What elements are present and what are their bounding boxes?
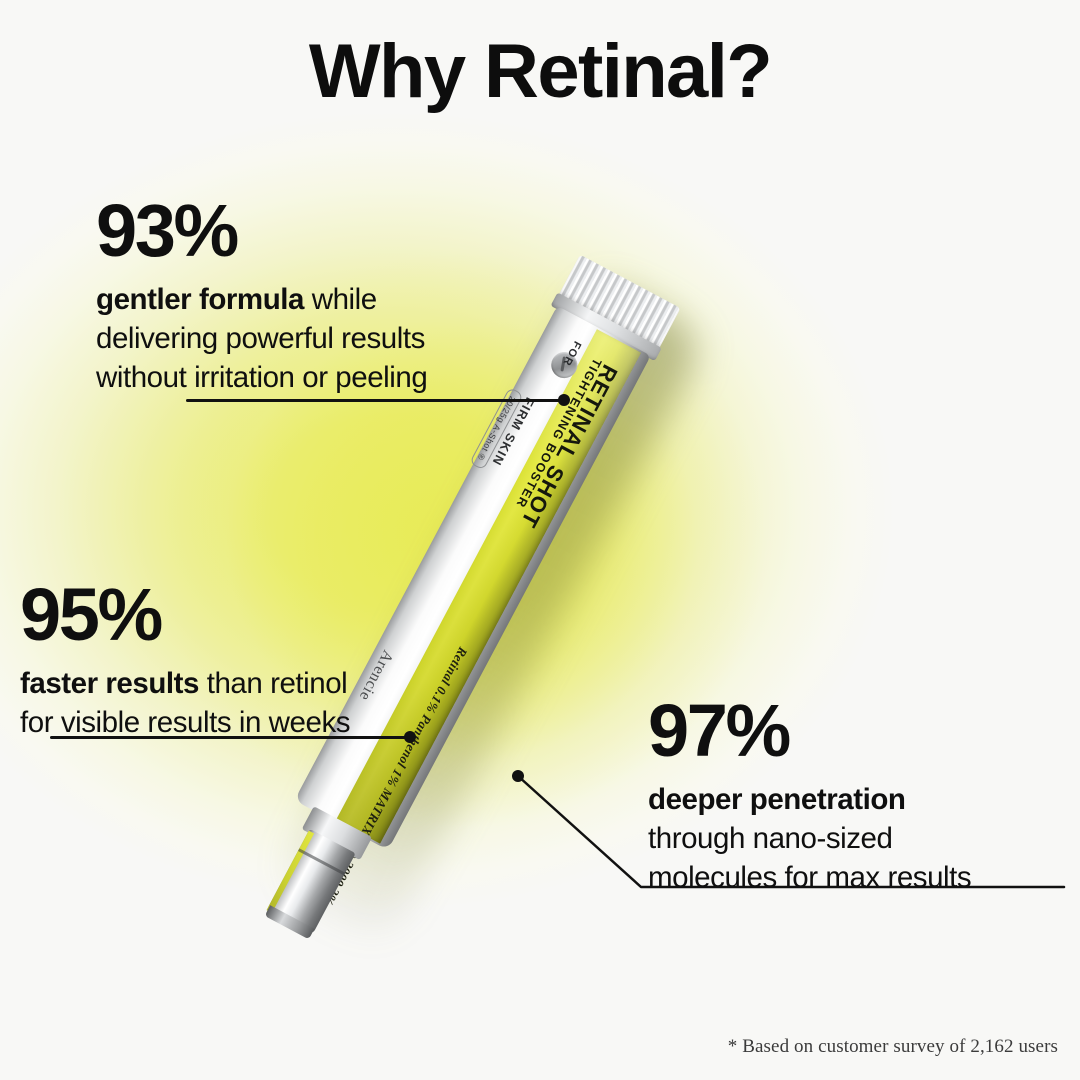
stat-lead-97: deeper penetration <box>648 783 906 816</box>
leader-line-95 <box>50 729 425 749</box>
stat-description-93: gentler formula while delivering powerfu… <box>96 280 596 398</box>
stat-block-97: 97% deeper penetration through nano-size… <box>648 694 1068 898</box>
footnote-text: * Based on customer survey of 2,162 user… <box>727 1036 1058 1057</box>
stat-lead-93: gentler formula <box>96 283 304 316</box>
tube-nozzle <box>266 828 356 935</box>
stat-rest-97: through nano-sized molecules for max res… <box>648 822 972 895</box>
tube-nozzle-ring <box>298 848 346 876</box>
stat-description-97: deeper penetration through nano-sized mo… <box>648 780 1068 898</box>
stat-percent-97: 97% <box>648 689 791 772</box>
stat-block-95: 95% faster results than retinol for visi… <box>20 578 490 742</box>
leader-dot <box>404 731 416 743</box>
leader-line-segment <box>50 736 412 739</box>
leader-line-93 <box>186 392 576 412</box>
page-title: Why Retinal? <box>308 29 773 114</box>
leader-line-97 <box>508 766 1068 896</box>
stat-rest-95: than retinol for visible results in week… <box>20 667 351 740</box>
stat-block-93: 93% gentler formula while delivering pow… <box>96 194 596 398</box>
tube-nozzle-tip <box>264 905 315 940</box>
tube-nozzle-highlight <box>266 830 315 913</box>
stat-description-95: faster results than retinol for visible … <box>20 664 490 742</box>
tube-neck <box>301 806 373 861</box>
leader-dot <box>558 394 570 406</box>
stat-rest-93: while delivering powerful results withou… <box>96 283 428 395</box>
leader-line-segment <box>186 399 566 402</box>
stat-lead-95: faster results <box>20 667 199 700</box>
leader-dot <box>512 770 524 782</box>
leader-path-97 <box>516 774 1066 889</box>
stat-percent-95: 95% <box>20 573 163 656</box>
stat-percent-93: 93% <box>96 189 239 272</box>
